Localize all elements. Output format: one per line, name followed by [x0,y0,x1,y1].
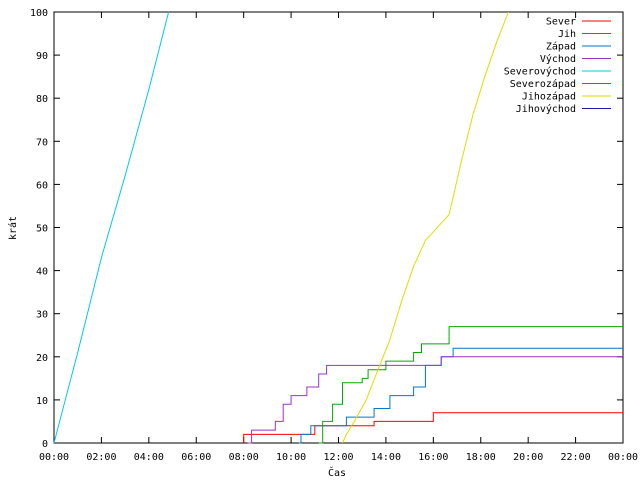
y-tick-label: 90 [36,51,48,62]
y-tick-label: 50 [36,224,48,235]
legend-label-severozapad: Severozápad [510,78,576,90]
x-tick-label: 16:00 [418,452,448,463]
x-tick-label: 14:00 [371,452,401,463]
x-tick-label: 08:00 [229,452,259,463]
series-line-zapad [299,347,623,444]
y-tick-label: 10 [36,396,48,407]
series-line-sever [243,412,623,443]
legend-label-vychod: Východ [540,53,576,65]
legend-label-severovychod: Severovýchod [504,66,576,78]
y-tick-label: 20 [36,353,48,364]
series-line-vychod [247,356,623,444]
series-line-severovychod [53,11,170,444]
y-tick-label: 80 [36,94,48,105]
y-tick-label: 60 [36,180,48,191]
x-tick-label: 02:00 [86,452,116,463]
legend-label-jih: Jih [558,29,576,40]
series-line-jihozapad [342,11,509,444]
x-tick-label: 20:00 [513,452,543,463]
legend-label-jihozapad: Jihozápad [522,91,576,103]
y-tick-label: 0 [42,439,48,450]
x-tick-label: 00:00 [39,452,69,463]
y-axis-label: krát [7,216,19,240]
y-tick-label: 70 [36,137,48,148]
x-tick-label: 06:00 [181,452,211,463]
legend-label-zapad: Západ [546,41,576,53]
x-tick-label: 12:00 [323,452,353,463]
x-tick-label: 18:00 [466,452,496,463]
x-tick-label: 04:00 [134,452,164,463]
x-tick-label: 10:00 [276,452,306,463]
y-tick-label: 100 [30,8,48,19]
y-tick-label: 30 [36,310,48,321]
y-tick-label: 40 [36,267,48,278]
x-tick-label: 00:00 [608,452,638,463]
axis-ticks: 00:00 02:00 04:00 06:00 08:00 10:00 12:00 14:00… [30,8,638,463]
series-line-jih [318,326,623,444]
legend-label-jihovychod: Jihovýchod [516,103,576,115]
series-lines [53,11,623,444]
legend-label-sever: Sever [546,17,576,28]
x-tick-label: 22:00 [561,452,591,463]
legend: SeverJihZápadVýchodSeverovýchodSeverozáp… [504,17,611,115]
x-axis-label: Čas [328,466,346,479]
